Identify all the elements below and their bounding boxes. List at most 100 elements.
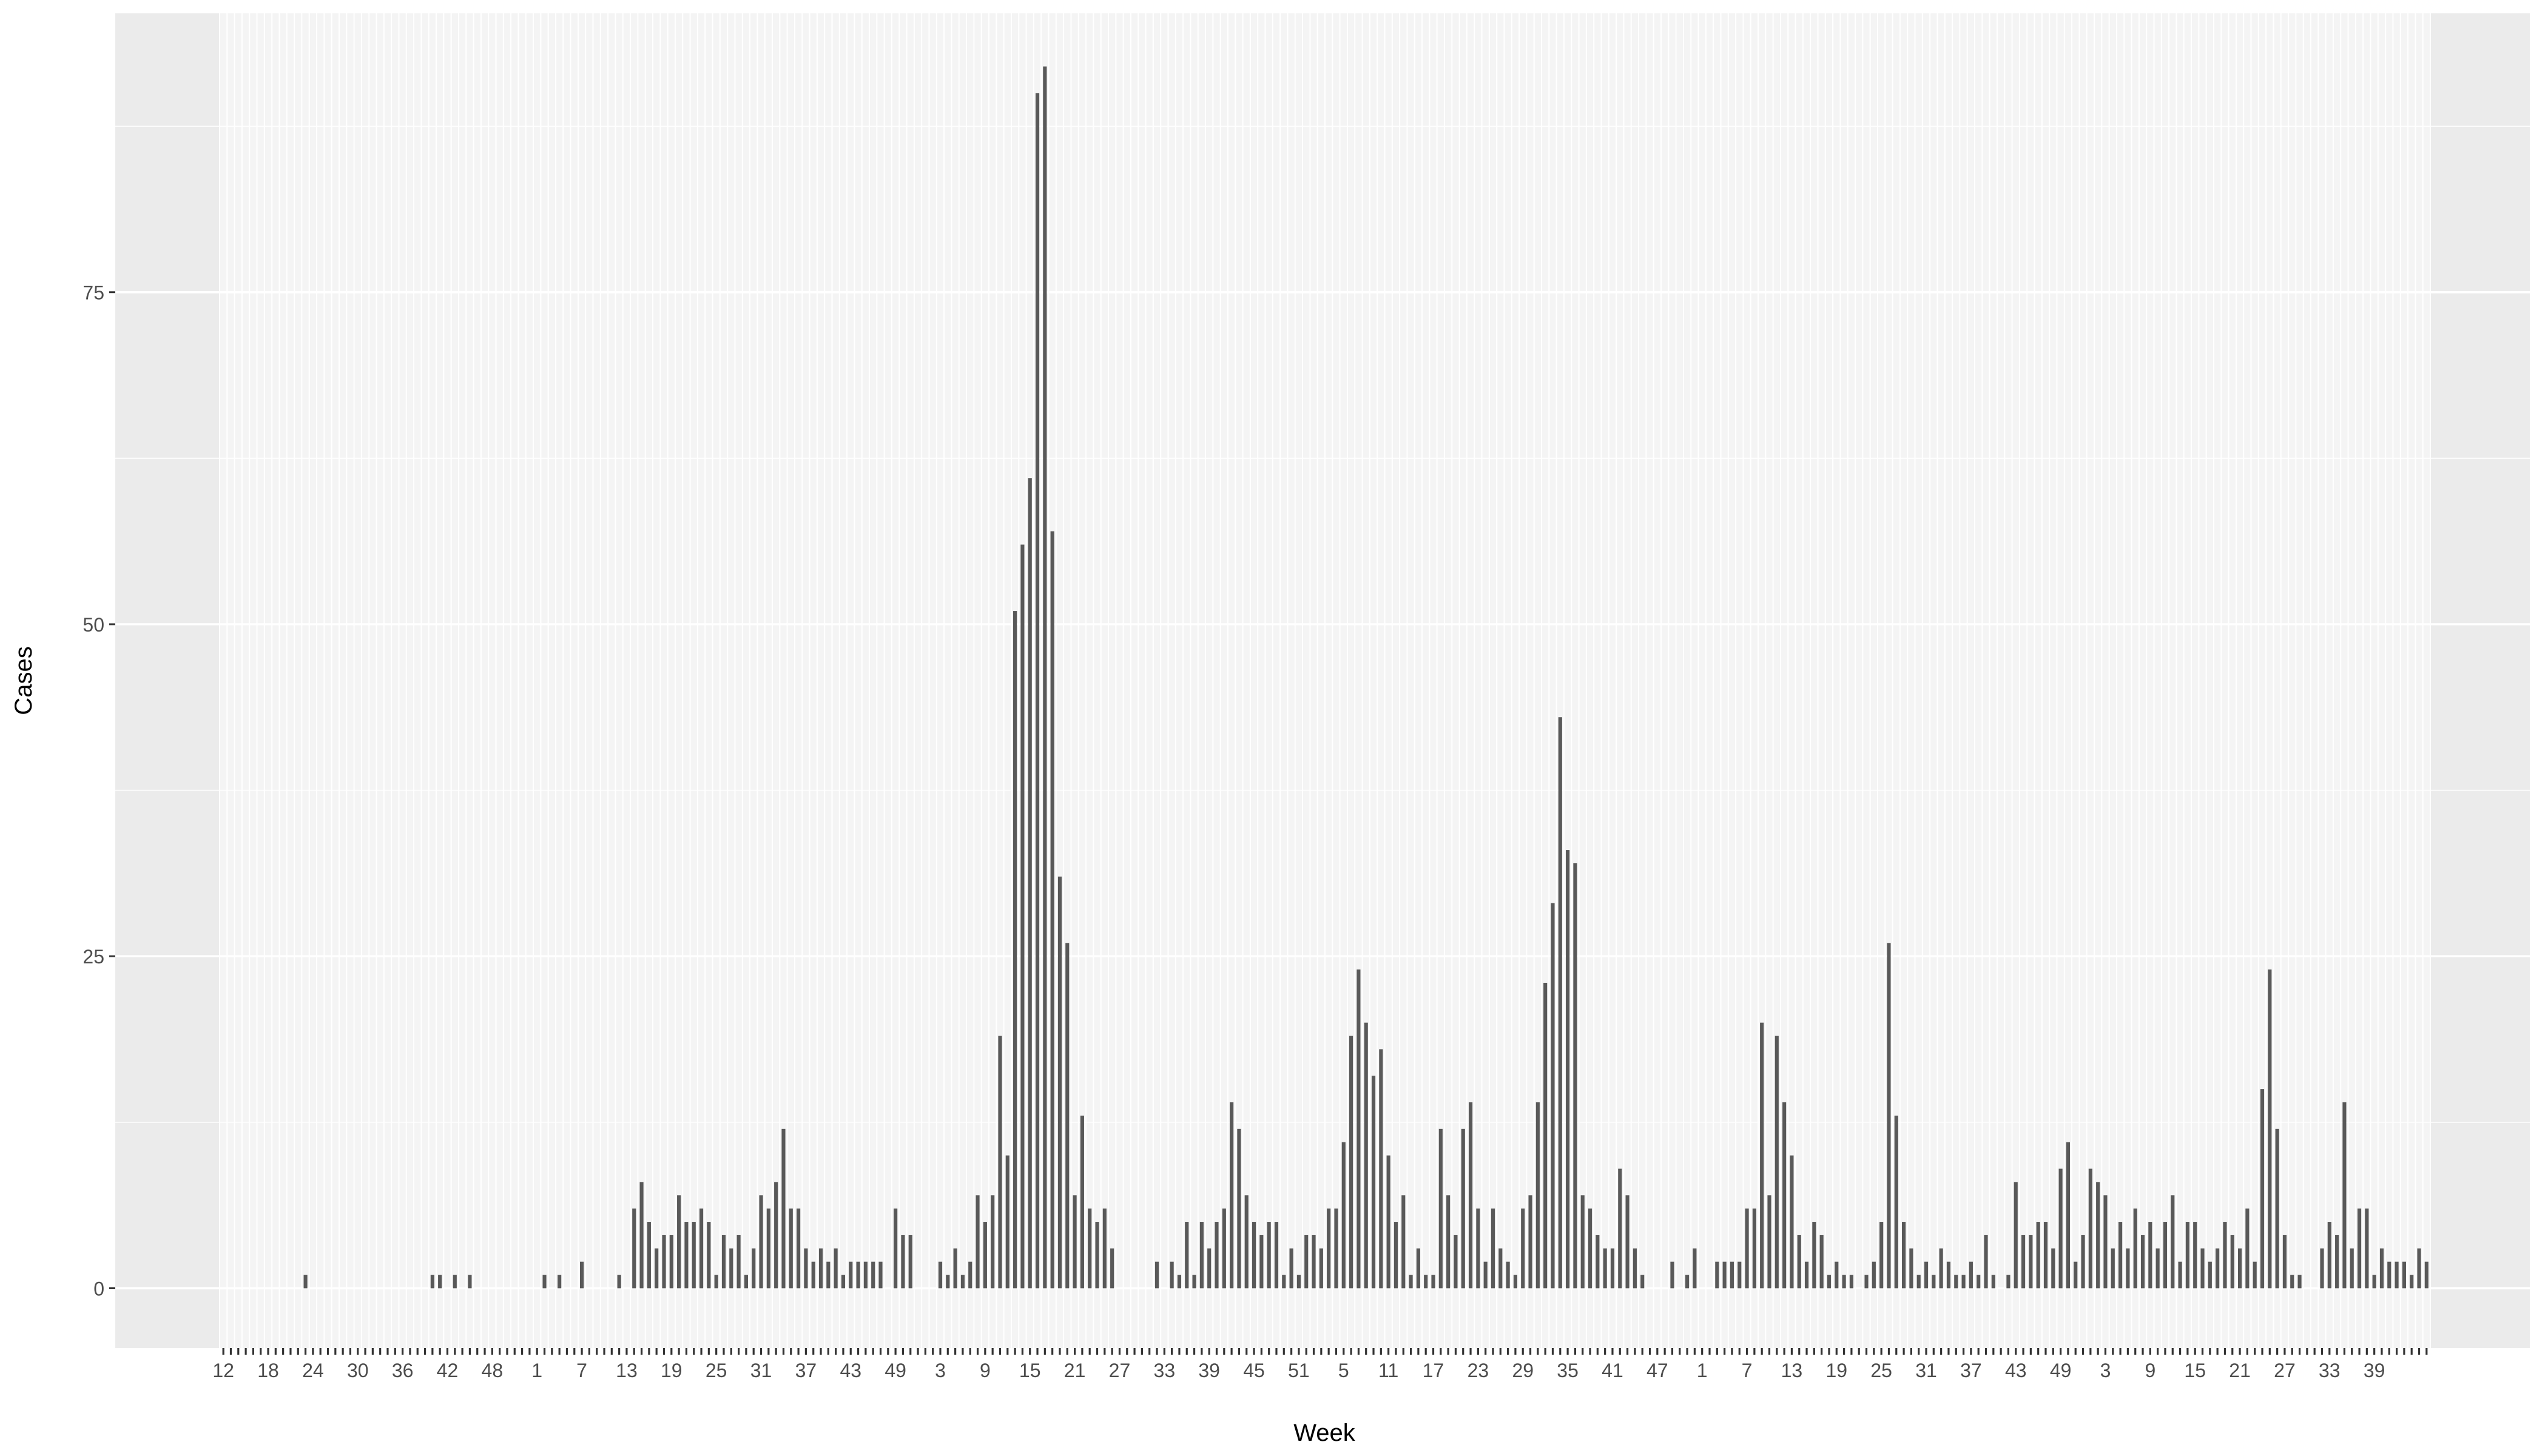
bar [2021,1235,2026,1289]
bar [901,1235,905,1289]
bar [1319,1248,1323,1289]
x-tick-label: 23 [1468,1360,1489,1381]
bar [662,1235,666,1289]
bar [968,1261,972,1289]
bar [1050,531,1054,1289]
bar [1334,1208,1338,1289]
bar [946,1275,950,1289]
bar [1371,1076,1376,1289]
bar [2133,1208,2137,1289]
bar [1849,1275,1853,1289]
bar [1566,850,1570,1289]
bar [677,1195,681,1289]
x-tick-label: 19 [661,1360,682,1381]
bar [1797,1235,1801,1289]
bar [2223,1222,2227,1289]
bar [632,1208,636,1289]
y-tick-label: 0 [93,1278,104,1299]
bar [1573,863,1577,1289]
bar [2171,1195,2175,1289]
bar [1020,544,1025,1289]
bar [1924,1261,1929,1289]
bar [1312,1235,1316,1289]
bar [1304,1235,1309,1289]
bar [1289,1248,1293,1289]
bar [849,1261,853,1289]
x-tick-label: 36 [392,1360,414,1381]
bar [1618,1168,1622,1289]
bar [1035,93,1040,1289]
bar [1468,1102,1473,1289]
bar [1730,1261,1734,1289]
x-tick-label: 45 [1243,1360,1265,1381]
bar [1431,1275,1435,1289]
bar [2208,1261,2212,1289]
bar [1267,1222,1271,1289]
bar [2126,1248,2130,1289]
bar [1946,1261,1951,1289]
x-tick-label: 1 [1697,1360,1708,1381]
bar [752,1248,756,1289]
bar [1804,1261,1809,1289]
bar [2140,1235,2145,1289]
bar [1043,66,1047,1289]
bar [2402,1261,2406,1289]
bar [1154,1261,1159,1289]
x-tick-label: 7 [1742,1360,1753,1381]
x-tick-label: 39 [1198,1360,1220,1381]
x-tick-label: 47 [1646,1360,1668,1381]
bar [2365,1208,2369,1289]
bar [1476,1208,1480,1289]
bar [1543,983,1548,1289]
bar [1835,1261,1839,1289]
bar [1909,1248,1913,1289]
bar [1088,1208,1092,1289]
bar [878,1261,883,1289]
bar [2342,1102,2347,1289]
bar [714,1275,718,1289]
bar [983,1222,987,1289]
bar [669,1235,673,1289]
bar [2200,1248,2205,1289]
x-tick-label: 19 [1825,1360,1847,1381]
bar [2066,1142,2071,1289]
bar [1887,943,1891,1289]
bar [759,1195,763,1289]
bar [2417,1248,2421,1289]
bar [818,1248,823,1289]
bar [2230,1235,2234,1289]
bar [1498,1248,1503,1289]
bar [1446,1195,1451,1289]
x-tick-label: 33 [2319,1360,2341,1381]
bar [692,1222,696,1289]
bar [863,1261,868,1289]
bar [453,1275,457,1289]
bar [2320,1248,2324,1289]
bar [1872,1261,1876,1289]
x-axis-title: Week [1293,1420,1356,1446]
bar [976,1195,980,1289]
bar [1192,1275,1196,1289]
bar [1073,1195,1077,1289]
bar [1409,1275,1413,1289]
bar [1752,1208,1756,1289]
bar [438,1275,442,1289]
bar [908,1235,912,1289]
bar [1767,1195,1771,1289]
bar [558,1275,562,1289]
x-tick-label: 37 [795,1360,817,1381]
bar [1984,1235,1988,1289]
bar [1596,1235,1600,1289]
bar [1438,1128,1443,1289]
x-tick-label: 37 [1960,1360,1982,1381]
bar [2081,1235,2085,1289]
bar [1521,1208,1525,1289]
bar [1558,717,1562,1289]
bar [2043,1222,2048,1289]
bar [1222,1208,1226,1289]
bar [1633,1248,1637,1289]
bar [1327,1208,1331,1289]
bar [1715,1261,1719,1289]
x-tick-label: 51 [1288,1360,1310,1381]
